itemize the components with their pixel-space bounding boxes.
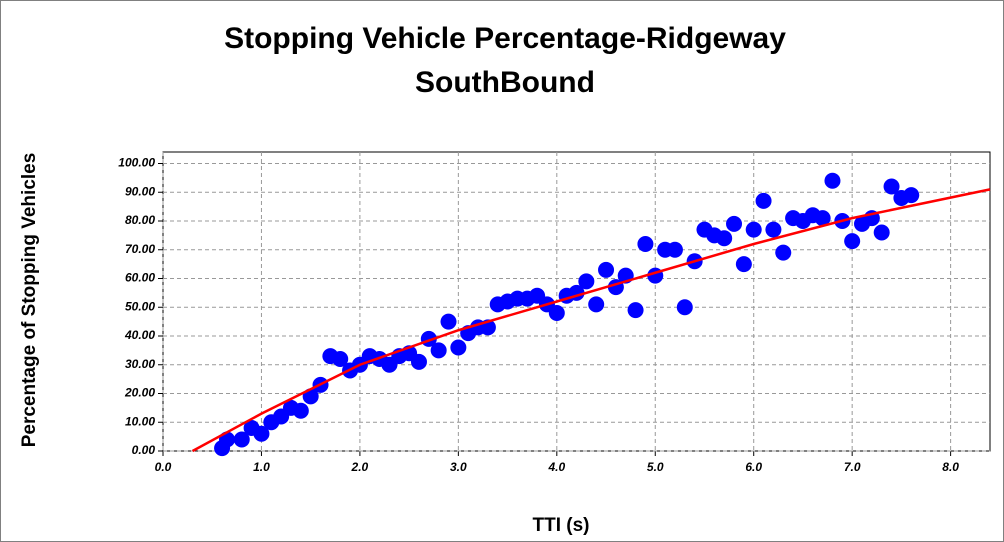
x-tick-label: 7.0 <box>844 460 861 474</box>
point <box>588 296 605 313</box>
point <box>666 241 683 258</box>
point <box>578 273 595 290</box>
y-axis-label: Percentage of Stopping Vehicles <box>19 153 40 448</box>
point <box>824 172 841 189</box>
point <box>735 256 752 273</box>
point <box>844 233 861 250</box>
point <box>627 302 644 319</box>
y-tick-label: 100.00 <box>118 156 155 170</box>
y-tick-label: 30.00 <box>125 357 155 371</box>
x-tick-label: 0.0 <box>155 460 172 474</box>
chart-title: Stopping Vehicle Percentage-Ridgeway <box>224 22 786 55</box>
x-tick-label: 6.0 <box>745 460 762 474</box>
x-tick-label: 2.0 <box>351 460 369 474</box>
y-tick-label: 90.00 <box>125 184 155 198</box>
point <box>883 178 900 195</box>
x-tick-label: 3.0 <box>450 460 467 474</box>
chart-title: SouthBound <box>415 66 595 99</box>
y-tick-label: 60.00 <box>125 271 155 285</box>
point <box>233 431 250 448</box>
x-tick-label: 4.0 <box>547 460 565 474</box>
point <box>676 299 693 316</box>
y-tick-label: 80.00 <box>125 213 155 227</box>
x-tick-label: 1.0 <box>253 460 270 474</box>
point <box>450 339 467 356</box>
point <box>716 230 733 247</box>
point <box>755 192 772 209</box>
point <box>440 313 457 330</box>
point <box>775 244 792 261</box>
y-tick-label: 50.00 <box>125 299 155 313</box>
y-tick-label: 70.00 <box>125 242 155 256</box>
point <box>430 342 447 359</box>
point <box>637 236 654 252</box>
point <box>745 221 762 238</box>
y-tick-label: 40.00 <box>124 328 155 342</box>
x-tick-label: 5.0 <box>647 460 664 474</box>
point <box>410 353 427 370</box>
point <box>765 221 782 238</box>
point <box>548 305 565 321</box>
point <box>903 187 920 204</box>
point <box>292 402 309 419</box>
fit-line <box>191 188 991 453</box>
x-axis-label: TTI (s) <box>533 515 590 536</box>
y-tick-label: 10.00 <box>125 414 155 428</box>
point <box>726 215 743 232</box>
point <box>218 431 235 448</box>
point <box>598 261 615 278</box>
point <box>873 224 890 241</box>
x-tick-label: 8.0 <box>942 460 959 474</box>
y-tick-label: 20.00 <box>124 386 155 400</box>
y-tick-label: 0.00 <box>132 443 156 457</box>
point <box>332 351 349 367</box>
point <box>814 210 831 227</box>
point <box>253 425 270 442</box>
